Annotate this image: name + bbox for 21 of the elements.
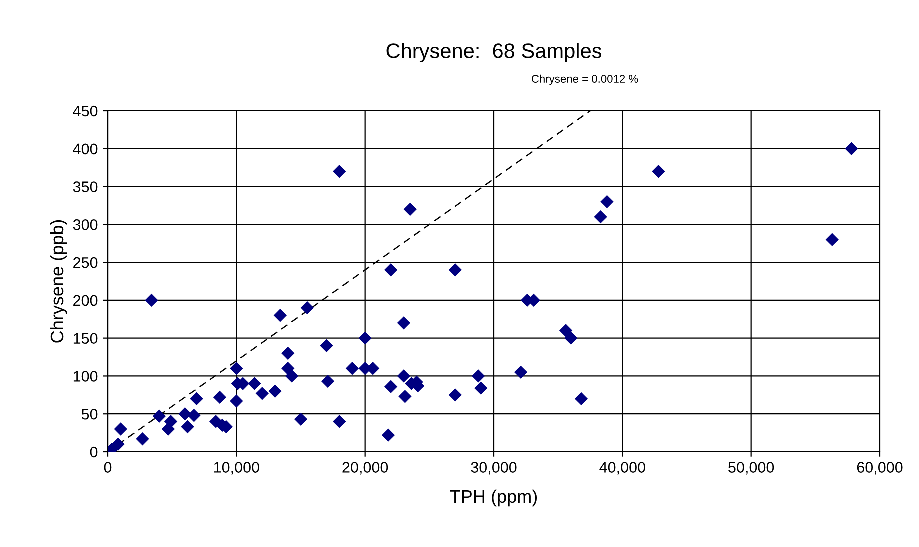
- x-tick-label: 30,000: [471, 462, 517, 475]
- x-tick-label: 10,000: [214, 462, 260, 475]
- x-tick-label: 40,000: [600, 462, 646, 475]
- y-tick-label: 300: [73, 220, 98, 230]
- text: Chrysene = 0.0012 %: [532, 74, 638, 86]
- x-tick-label: 20,000: [342, 462, 388, 475]
- y-tick-label: 450: [73, 106, 98, 117]
- y-tick-label: 400: [73, 144, 98, 155]
- x-tick-label: 50,000: [728, 462, 774, 475]
- x-tick-label: 60,000: [857, 462, 903, 475]
- y-axis-title: Chrysene (ppb): [50, 220, 68, 343]
- y-tick-label: 150: [74, 333, 98, 344]
- y-tick-label: 100: [74, 371, 98, 382]
- x-axis-title: TPH (ppm): [450, 490, 538, 507]
- x-tick-label: 0: [104, 462, 112, 473]
- y-tick-label: 0: [90, 446, 98, 458]
- chart-title: Chrysene: 68 Samples: [386, 43, 602, 63]
- y-tick-label: 50: [82, 408, 98, 420]
- y-tick-label: 200: [74, 295, 98, 306]
- y-tick-label: 250: [74, 257, 98, 268]
- y-tick-label: 350: [73, 182, 98, 192]
